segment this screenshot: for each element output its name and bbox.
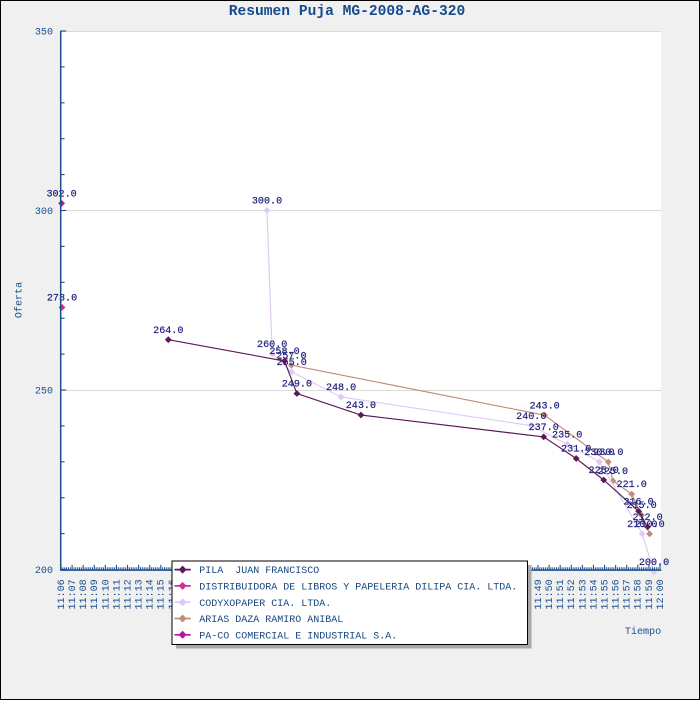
svg-text:11:50: 11:50	[545, 579, 556, 609]
svg-text:215.0: 215.0	[626, 501, 656, 512]
svg-text:11:55: 11:55	[600, 579, 611, 609]
svg-text:237.0: 237.0	[529, 423, 559, 434]
svg-text:11:15: 11:15	[157, 579, 168, 609]
svg-text:DISTRIBUIDORA DE LIBROS Y PAPE: DISTRIBUIDORA DE LIBROS Y PAPELERIA DILI…	[199, 583, 517, 594]
svg-text:300.0: 300.0	[252, 197, 282, 208]
svg-text:11:09: 11:09	[90, 579, 101, 609]
svg-text:264.0: 264.0	[153, 326, 183, 337]
svg-text:PILA JUAN FRANCISCO: PILA JUAN FRANCISCO	[199, 566, 319, 577]
svg-text:240.0: 240.0	[516, 412, 546, 423]
svg-text:12:00: 12:00	[656, 579, 667, 609]
svg-text:11:57: 11:57	[623, 579, 634, 609]
svg-text:350: 350	[35, 28, 53, 39]
svg-text:235.0: 235.0	[552, 430, 582, 441]
svg-text:11:06: 11:06	[57, 579, 68, 609]
svg-text:200: 200	[35, 566, 53, 577]
svg-text:ARIAS DAZA RAMIRO ANIBAL: ARIAS DAZA RAMIRO ANIBAL	[199, 615, 343, 626]
svg-text:11:11: 11:11	[112, 579, 123, 609]
svg-text:230.0: 230.0	[593, 448, 623, 459]
svg-text:Oferta: Oferta	[14, 282, 26, 318]
svg-text:11:08: 11:08	[79, 579, 90, 609]
svg-text:231.0: 231.0	[561, 445, 591, 456]
svg-text:260.0: 260.0	[257, 340, 287, 351]
svg-text:11:14: 11:14	[146, 579, 157, 609]
svg-text:11:12: 11:12	[123, 579, 134, 609]
svg-text:273.0: 273.0	[47, 294, 77, 305]
svg-text:302.0: 302.0	[46, 189, 76, 200]
svg-text:230.0: 230.0	[584, 448, 614, 459]
svg-text:243.0: 243.0	[529, 401, 559, 412]
svg-text:11:58: 11:58	[634, 579, 645, 609]
svg-text:225.0: 225.0	[598, 467, 628, 478]
svg-text:250: 250	[35, 387, 53, 398]
svg-text:210.0: 210.0	[627, 520, 657, 531]
svg-text:249.0: 249.0	[282, 380, 312, 391]
svg-text:Resumen Puja MG-2008-AG-320: Resumen Puja MG-2008-AG-320	[229, 4, 465, 20]
svg-text:258.0: 258.0	[269, 347, 299, 358]
svg-text:221.0: 221.0	[617, 480, 647, 491]
svg-text:200.0: 200.0	[639, 558, 669, 569]
svg-text:11:13: 11:13	[135, 579, 146, 609]
svg-text:CODYXOPAPER CIA. LTDA.: CODYXOPAPER CIA. LTDA.	[199, 599, 331, 610]
svg-text:11:56: 11:56	[612, 579, 623, 609]
svg-text:11:07: 11:07	[68, 579, 79, 609]
svg-text:212.0: 212.0	[632, 513, 662, 524]
svg-text:225.0: 225.0	[589, 466, 619, 477]
svg-text:11:52: 11:52	[567, 579, 578, 609]
svg-text:11:51: 11:51	[556, 579, 567, 609]
svg-text:257.0: 257.0	[276, 351, 306, 362]
svg-text:255.0: 255.0	[277, 358, 307, 369]
svg-text:243.0: 243.0	[346, 401, 376, 412]
svg-text:11:59: 11:59	[645, 579, 656, 609]
svg-text:11:53: 11:53	[578, 579, 589, 609]
svg-text:11:49: 11:49	[534, 579, 545, 609]
svg-text:PA-CO COMERCIAL E INDUSTRIAL S: PA-CO COMERCIAL E INDUSTRIAL S.A.	[199, 631, 397, 642]
svg-text:11:10: 11:10	[101, 579, 112, 609]
svg-text:11:54: 11:54	[589, 579, 600, 609]
svg-text:300: 300	[35, 207, 53, 218]
svg-text:248.0: 248.0	[326, 383, 356, 394]
svg-text:216.0: 216.0	[623, 497, 653, 508]
svg-text:Tiempo: Tiempo	[625, 626, 661, 638]
